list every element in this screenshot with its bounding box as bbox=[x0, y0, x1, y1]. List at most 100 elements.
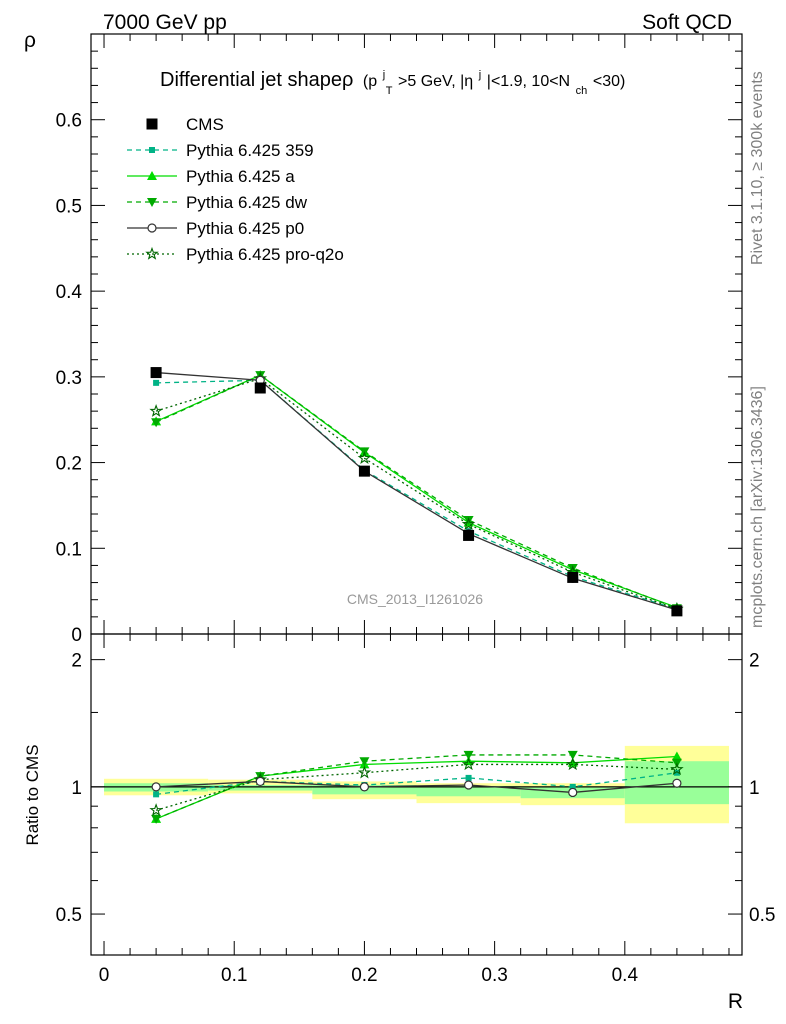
ratio-point-pdw bbox=[567, 750, 578, 760]
title-sup-j: j bbox=[382, 69, 385, 81]
ratio-band-inner bbox=[416, 785, 521, 797]
ratio-point-pp0 bbox=[359, 782, 370, 792]
legend-entry-pq2o: Pythia 6.425 pro-q2o bbox=[127, 245, 344, 264]
legend-marker-pq2o bbox=[145, 246, 159, 260]
ratio-point-pq2o bbox=[565, 757, 580, 771]
y-axis-label-main: ρ bbox=[24, 29, 36, 52]
y-tick-label: 0.1 bbox=[56, 539, 82, 560]
main-point-cms bbox=[671, 605, 683, 617]
title-sup-j2: j bbox=[478, 69, 481, 81]
main-line-pa bbox=[155, 374, 678, 609]
ratio-point-pq2o bbox=[357, 765, 372, 779]
ratio-point-p359 bbox=[673, 769, 680, 776]
main-point-cms bbox=[254, 382, 266, 394]
ratio-point-pp0 bbox=[568, 787, 578, 798]
x-tick-label: 0.3 bbox=[481, 965, 507, 986]
y-tick-label: 0.2 bbox=[56, 454, 82, 475]
x-tick-label: 0 bbox=[99, 965, 110, 986]
ratio-point-pa bbox=[671, 751, 682, 761]
ratio-tick-label-right: 1 bbox=[749, 778, 760, 799]
legend-marker-pa bbox=[147, 171, 157, 180]
ratio-tick-label-right: 0.5 bbox=[749, 905, 775, 926]
legend-label-p359: Pythia 6.425 359 bbox=[186, 141, 314, 160]
main-point-pdw bbox=[151, 418, 162, 428]
svg-text:Differential jet shapeρ: Differential jet shapeρ (p j T >5 GeV, |… bbox=[160, 61, 625, 99]
legend-label-pa: Pythia 6.425 a bbox=[186, 167, 295, 186]
legend-marker-pdw bbox=[147, 198, 157, 207]
legend-label-cms: CMS bbox=[186, 115, 224, 134]
ratio-line-pdw bbox=[155, 754, 677, 820]
analysis-watermark: CMS_2013_I1261026 bbox=[347, 591, 483, 607]
ratio-point-pq2o bbox=[670, 762, 684, 776]
main-point-pdw bbox=[567, 564, 578, 573]
y-tick-label: 0.6 bbox=[56, 111, 82, 132]
ratio-tick-label-left: 0.5 bbox=[56, 905, 82, 926]
title-mid: >5 GeV, |η bbox=[398, 73, 473, 90]
legend-entry-pdw: Pythia 6.425 dw bbox=[127, 193, 308, 212]
x-tick-label: 0.4 bbox=[612, 965, 639, 986]
main-point-p359 bbox=[153, 379, 160, 386]
ratio-point-pdw bbox=[359, 757, 370, 767]
y-tick-label: 0.3 bbox=[56, 368, 82, 389]
x-axis-label: R bbox=[728, 990, 743, 1013]
main-point-pq2o bbox=[357, 451, 372, 465]
title-mid2: |<1.9, 10<N bbox=[487, 73, 570, 90]
header-right: Soft QCD bbox=[642, 11, 732, 34]
ratio-series bbox=[149, 750, 684, 824]
y-tick-label: 0.4 bbox=[56, 282, 83, 303]
legend-label-pp0: Pythia 6.425 p0 bbox=[186, 219, 304, 238]
ratio-line-pq2o bbox=[155, 763, 677, 811]
legend-label-pq2o: Pythia 6.425 pro-q2o bbox=[186, 245, 344, 264]
main-point-pq2o bbox=[461, 517, 476, 531]
ratio-point-p359 bbox=[153, 791, 160, 798]
rivet-label: Rivet 3.1.10, ≥ 300k events bbox=[749, 71, 766, 265]
x-tick-label: 0.1 bbox=[221, 965, 247, 986]
legend-entry-cms: CMS bbox=[146, 115, 224, 134]
main-line-pq2o bbox=[155, 377, 678, 610]
main-series bbox=[149, 367, 684, 617]
title-sub-ch: ch bbox=[576, 85, 588, 97]
ratio-point-pp0 bbox=[151, 782, 161, 792]
main-line-pp0 bbox=[156, 371, 678, 611]
title-main: Differential jet shapeρ bbox=[160, 69, 353, 91]
header-left: 7000 GeV pp bbox=[103, 11, 227, 34]
legend-entry-p359: Pythia 6.425 359 bbox=[127, 141, 314, 160]
main-point-cms bbox=[463, 529, 475, 541]
ratio-point-pp0 bbox=[672, 778, 682, 788]
axis-ticks: 0 0.1 0.2 0.3 0.4 0.1 0.2 0.3 0.4 0.5 0.6 0 0.5 0.5 1 1… bbox=[56, 34, 775, 986]
mcplots-label: mcplots.cern.ch [arXiv:1306.3436] bbox=[749, 386, 766, 628]
legend-marker-cms bbox=[146, 118, 158, 130]
main-point-cms bbox=[150, 367, 162, 379]
y-tick-label: 0.5 bbox=[56, 196, 82, 217]
ratio-point-pq2o bbox=[461, 757, 476, 771]
ratio-band-inner bbox=[208, 785, 313, 791]
ratio-point-pp0 bbox=[463, 780, 474, 790]
ratio-tick-label-left: 1 bbox=[71, 778, 82, 799]
legend-entry-pp0: Pythia 6.425 p0 bbox=[127, 219, 304, 238]
main-point-pdw bbox=[463, 516, 474, 525]
ratio-tick-label-left: 2 bbox=[71, 651, 82, 672]
legend-marker-p359 bbox=[149, 147, 155, 153]
ratio-point-pq2o bbox=[149, 803, 163, 817]
y-axis-label-ratio: Ratio to CMS bbox=[23, 744, 42, 845]
main-point-pq2o bbox=[149, 404, 163, 417]
ratio-line-p359 bbox=[156, 772, 677, 795]
plot-title: Differential jet shapeρ (p j T >5 GeV, |… bbox=[160, 61, 625, 99]
main-line-p359 bbox=[156, 379, 678, 610]
y-tick-label-zero: 0 bbox=[71, 625, 82, 646]
ratio-point-pdw bbox=[255, 772, 266, 782]
title-end: <30) bbox=[593, 73, 625, 90]
ratio-tick-label-right: 2 bbox=[749, 651, 760, 672]
legend-entry-pa: Pythia 6.425 a bbox=[127, 167, 295, 186]
legend-label-pdw: Pythia 6.425 dw bbox=[186, 193, 308, 212]
main-point-cms bbox=[567, 571, 579, 583]
ratio-point-pdw bbox=[151, 814, 162, 824]
title-sub-t: T bbox=[386, 85, 393, 97]
ratio-point-p359 bbox=[465, 774, 472, 781]
main-point-cms bbox=[358, 465, 370, 477]
ratio-point-pp0 bbox=[255, 776, 265, 787]
ratio-point-p359 bbox=[569, 783, 576, 790]
legend-marker-pp0 bbox=[147, 223, 157, 233]
ratio-line-pp0 bbox=[156, 780, 677, 794]
